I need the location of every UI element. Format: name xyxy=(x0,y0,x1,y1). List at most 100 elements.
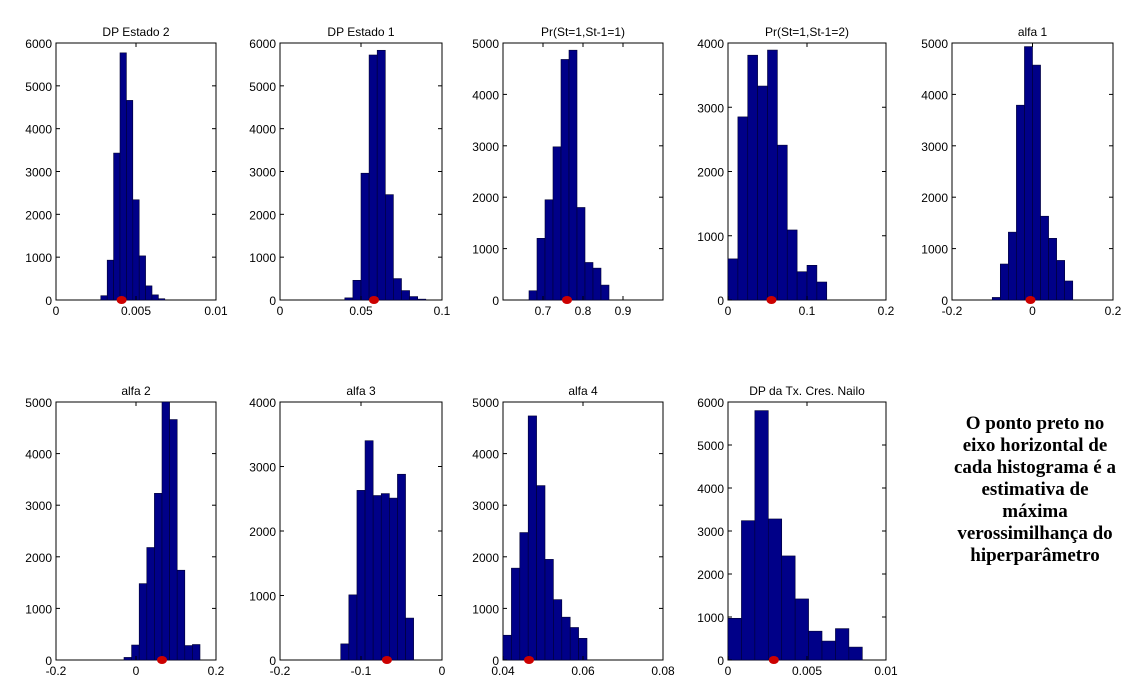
y-tick-label: 0 xyxy=(492,654,499,668)
y-tick-label: 4000 xyxy=(249,123,276,137)
histogram-bar xyxy=(737,116,749,301)
x-tick-label: 0.8 xyxy=(575,304,592,318)
histogram-bar xyxy=(176,569,186,661)
y-tick-label: 0 xyxy=(269,654,276,668)
histogram-bar xyxy=(568,49,578,301)
histogram-bar xyxy=(405,617,414,661)
histogram-bar xyxy=(1008,231,1017,301)
histogram-panel-3: 0 1000 2000 3000 4000 5000 0.7 0.8 0.9 Pr(St=1,St… xyxy=(472,25,664,318)
histogram-bar xyxy=(806,265,818,301)
y-tick-label: 1000 xyxy=(249,590,276,604)
y-tick-label: 1000 xyxy=(25,251,52,265)
histogram-bar xyxy=(348,594,358,661)
histogram-bar xyxy=(352,279,362,301)
x-tick-label: 0.01 xyxy=(204,304,228,318)
histogram-bar xyxy=(376,49,386,301)
ml-estimate-marker xyxy=(524,656,534,664)
histogram-bar xyxy=(154,493,163,661)
histogram-bar xyxy=(527,415,537,661)
y-tick-label: 4000 xyxy=(25,448,52,462)
x-tick-label: 0.2 xyxy=(878,304,895,318)
y-tick-label: 4000 xyxy=(472,448,499,462)
x-tick-label: 0.2 xyxy=(1105,304,1122,318)
panel-title: DP Estado 2 xyxy=(102,25,169,39)
x-tick-label: 0.08 xyxy=(651,664,675,678)
histogram-bar xyxy=(754,410,769,661)
x-tick-label: 0 xyxy=(725,664,732,678)
histogram-bar xyxy=(786,229,798,301)
ml-estimate-marker xyxy=(116,296,127,304)
histogram-bar xyxy=(767,49,778,301)
histogram-bar xyxy=(569,627,579,661)
histogram-bar xyxy=(560,59,570,301)
y-tick-label: 5000 xyxy=(25,396,52,410)
x-tick-label: 0 xyxy=(53,304,60,318)
y-tick-label: 0 xyxy=(45,294,52,308)
histogram-bar xyxy=(380,493,390,661)
histogram-bar xyxy=(169,419,178,661)
histogram-panel-4: 0 1000 2000 3000 4000 0 0.1 0.2 Pr(St=1,St-1=2) xyxy=(697,25,894,318)
histogram-bar xyxy=(119,52,127,301)
y-tick-label: 0 xyxy=(45,654,52,668)
y-tick-label: 0 xyxy=(941,294,948,308)
y-tick-label: 4000 xyxy=(697,37,724,51)
ml-estimate-marker xyxy=(768,656,779,664)
y-tick-label: 3000 xyxy=(472,499,499,513)
histogram-bar xyxy=(368,54,378,301)
ml-estimate-marker xyxy=(381,656,392,664)
histogram-bar xyxy=(184,645,193,661)
histogram-bar xyxy=(1056,260,1066,301)
histogram-bar xyxy=(544,199,554,301)
histogram-bar xyxy=(552,146,562,301)
histogram-bar xyxy=(364,440,374,661)
histogram-bar xyxy=(511,567,521,661)
x-tick-label: 0.01 xyxy=(874,664,898,678)
histogram-bar xyxy=(727,617,742,661)
y-tick-label: 1000 xyxy=(697,230,724,244)
histogram-bar xyxy=(146,547,155,661)
histogram-panel-9: 0 1000 2000 3000 4000 5000 6000 0 0.005 0.01 DP da… xyxy=(697,384,898,678)
ml-estimate-marker xyxy=(368,296,379,304)
x-tick-label: -0.2 xyxy=(270,664,291,678)
y-tick-label: 2000 xyxy=(472,551,499,565)
histogram-bar xyxy=(138,255,146,301)
x-tick-label: 0.05 xyxy=(349,304,373,318)
y-tick-label: 0 xyxy=(269,294,276,308)
x-tick-label: 0 xyxy=(1029,304,1036,318)
y-tick-label: 2000 xyxy=(921,191,948,205)
y-tick-label: 5000 xyxy=(697,439,724,453)
y-tick-label: 3000 xyxy=(249,166,276,180)
y-tick-label: 5000 xyxy=(249,80,276,94)
histogram-panel-7: 0 1000 2000 3000 4000 -0.2 -0.1 0 alfa 3 xyxy=(249,384,445,678)
x-tick-label: 0.1 xyxy=(434,304,451,318)
y-tick-label: 1000 xyxy=(472,602,499,616)
histogram-bar xyxy=(417,298,427,301)
y-tick-label: 4000 xyxy=(25,123,52,137)
y-tick-label: 3000 xyxy=(921,140,948,154)
y-tick-label: 6000 xyxy=(25,37,52,51)
y-tick-label: 5000 xyxy=(472,396,499,410)
y-tick-label: 1000 xyxy=(249,251,276,265)
histogram-bar xyxy=(816,281,828,301)
histogram-bar xyxy=(519,532,529,661)
y-tick-label: 4000 xyxy=(697,482,724,496)
y-tick-label: 3000 xyxy=(697,101,724,115)
x-tick-label: 0.1 xyxy=(799,304,816,318)
panel-title: DP da Tx. Cres. Nailo xyxy=(749,384,865,398)
y-tick-label: 5000 xyxy=(25,80,52,94)
y-tick-label: 4000 xyxy=(249,396,276,410)
y-tick-label: 0 xyxy=(717,654,724,668)
histogram-bar xyxy=(1040,215,1049,301)
histogram-bar xyxy=(796,271,808,301)
panel-title: alfa 3 xyxy=(346,384,376,398)
histogram-bar xyxy=(192,644,201,661)
y-tick-label: 1000 xyxy=(921,243,948,257)
histogram-bar xyxy=(600,284,610,301)
histogram-bar xyxy=(393,278,402,301)
panel-title: alfa 1 xyxy=(1018,25,1048,39)
y-tick-label: 3000 xyxy=(249,461,276,475)
histogram-bar xyxy=(767,518,783,661)
panel-title: Pr(St=1,St-1=1) xyxy=(541,25,625,39)
